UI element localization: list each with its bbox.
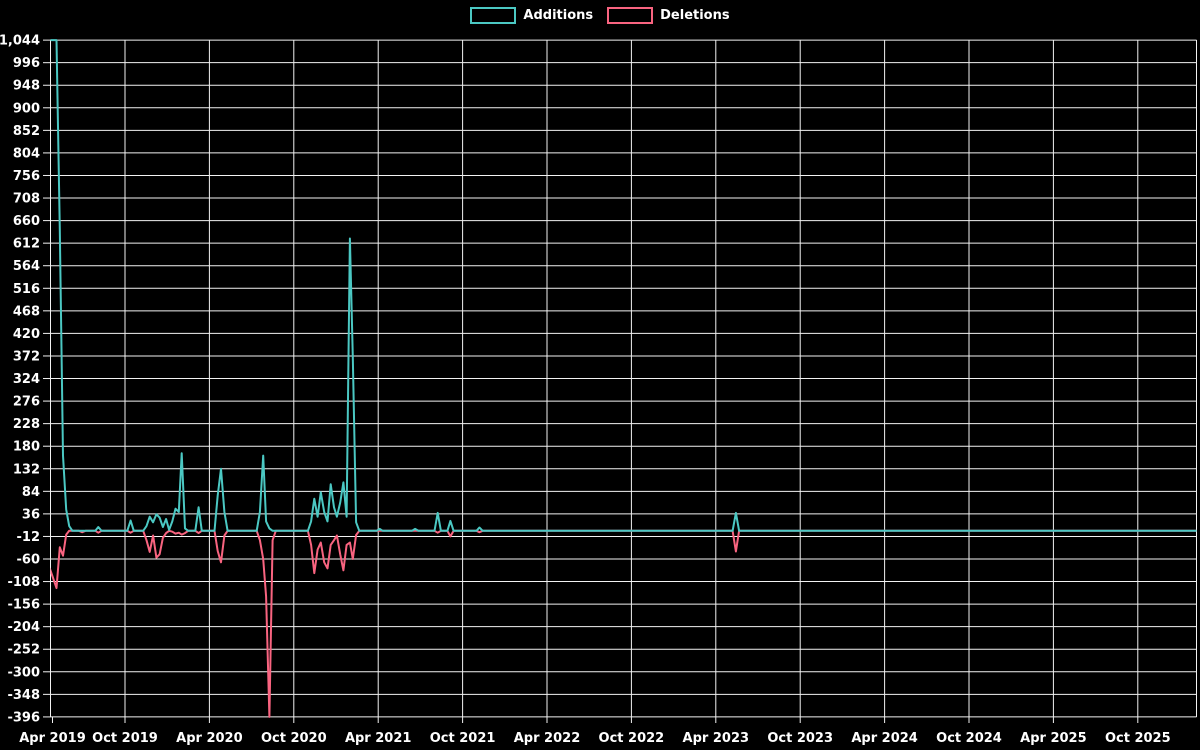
y-tick-label: -252 [7, 643, 40, 658]
y-tick-label: 1,044 [0, 34, 40, 49]
legend-item-additions[interactable]: Additions [470, 7, 593, 24]
y-tick-label: 84 [22, 485, 40, 500]
legend-label-deletions: Deletions [660, 8, 730, 23]
y-tick-label: 372 [13, 349, 40, 364]
x-tick-label: Apr 2022 [514, 731, 581, 746]
y-tick-label: 564 [13, 259, 40, 274]
y-tick-label: 36 [22, 507, 40, 522]
y-tick-label: 900 [13, 101, 40, 116]
y-tick-label: 756 [13, 169, 40, 184]
legend-item-deletions[interactable]: Deletions [607, 7, 730, 24]
x-tick-label: Apr 2023 [683, 731, 750, 746]
y-tick-label: 132 [13, 462, 40, 477]
x-tick-label: Apr 2021 [345, 731, 412, 746]
y-tick-label: 852 [13, 124, 40, 139]
additions-line [50, 39, 1197, 532]
y-tick-label: -396 [7, 710, 40, 725]
y-tick-label: 804 [13, 146, 40, 161]
y-tick-label: -348 [7, 688, 40, 703]
x-tick-label: Apr 2025 [1020, 731, 1087, 746]
chart-legend: Additions Deletions [0, 7, 1200, 24]
y-tick-label: 660 [13, 214, 40, 229]
y-tick-label: -108 [7, 575, 40, 590]
deletions-swatch-icon [607, 7, 654, 24]
y-tick-label: -12 [17, 530, 41, 545]
y-tick-label: 420 [13, 327, 40, 342]
y-tick-label: 948 [13, 79, 40, 94]
y-tick-label: -156 [7, 598, 40, 613]
y-tick-label: 180 [13, 440, 40, 455]
x-tick-label: Oct 2024 [936, 731, 1002, 746]
x-tick-label: Oct 2021 [430, 731, 496, 746]
x-tick-label: Oct 2019 [92, 731, 158, 746]
x-tick-label: Apr 2020 [176, 731, 243, 746]
y-tick-label: 516 [13, 282, 40, 297]
x-tick-label: Oct 2025 [1105, 731, 1171, 746]
y-tick-label: -204 [7, 620, 40, 635]
x-tick-label: Apr 2024 [851, 731, 918, 746]
x-tick-label: Apr 2019 [19, 731, 86, 746]
y-tick-label: 612 [13, 237, 40, 252]
y-tick-label: -300 [7, 665, 40, 680]
additions-swatch-icon [470, 7, 517, 24]
x-tick-label: Oct 2023 [767, 731, 833, 746]
legend-label-additions: Additions [523, 8, 594, 23]
y-tick-label: 708 [13, 192, 40, 207]
y-tick-label: 468 [13, 304, 40, 319]
y-tick-label: 324 [13, 372, 40, 387]
y-tick-label: 276 [13, 395, 40, 410]
y-tick-label: 996 [13, 56, 40, 71]
x-tick-label: Oct 2022 [599, 731, 665, 746]
y-tick-label: 228 [13, 417, 40, 432]
x-tick-label: Oct 2020 [261, 731, 327, 746]
y-tick-label: -60 [17, 553, 41, 568]
